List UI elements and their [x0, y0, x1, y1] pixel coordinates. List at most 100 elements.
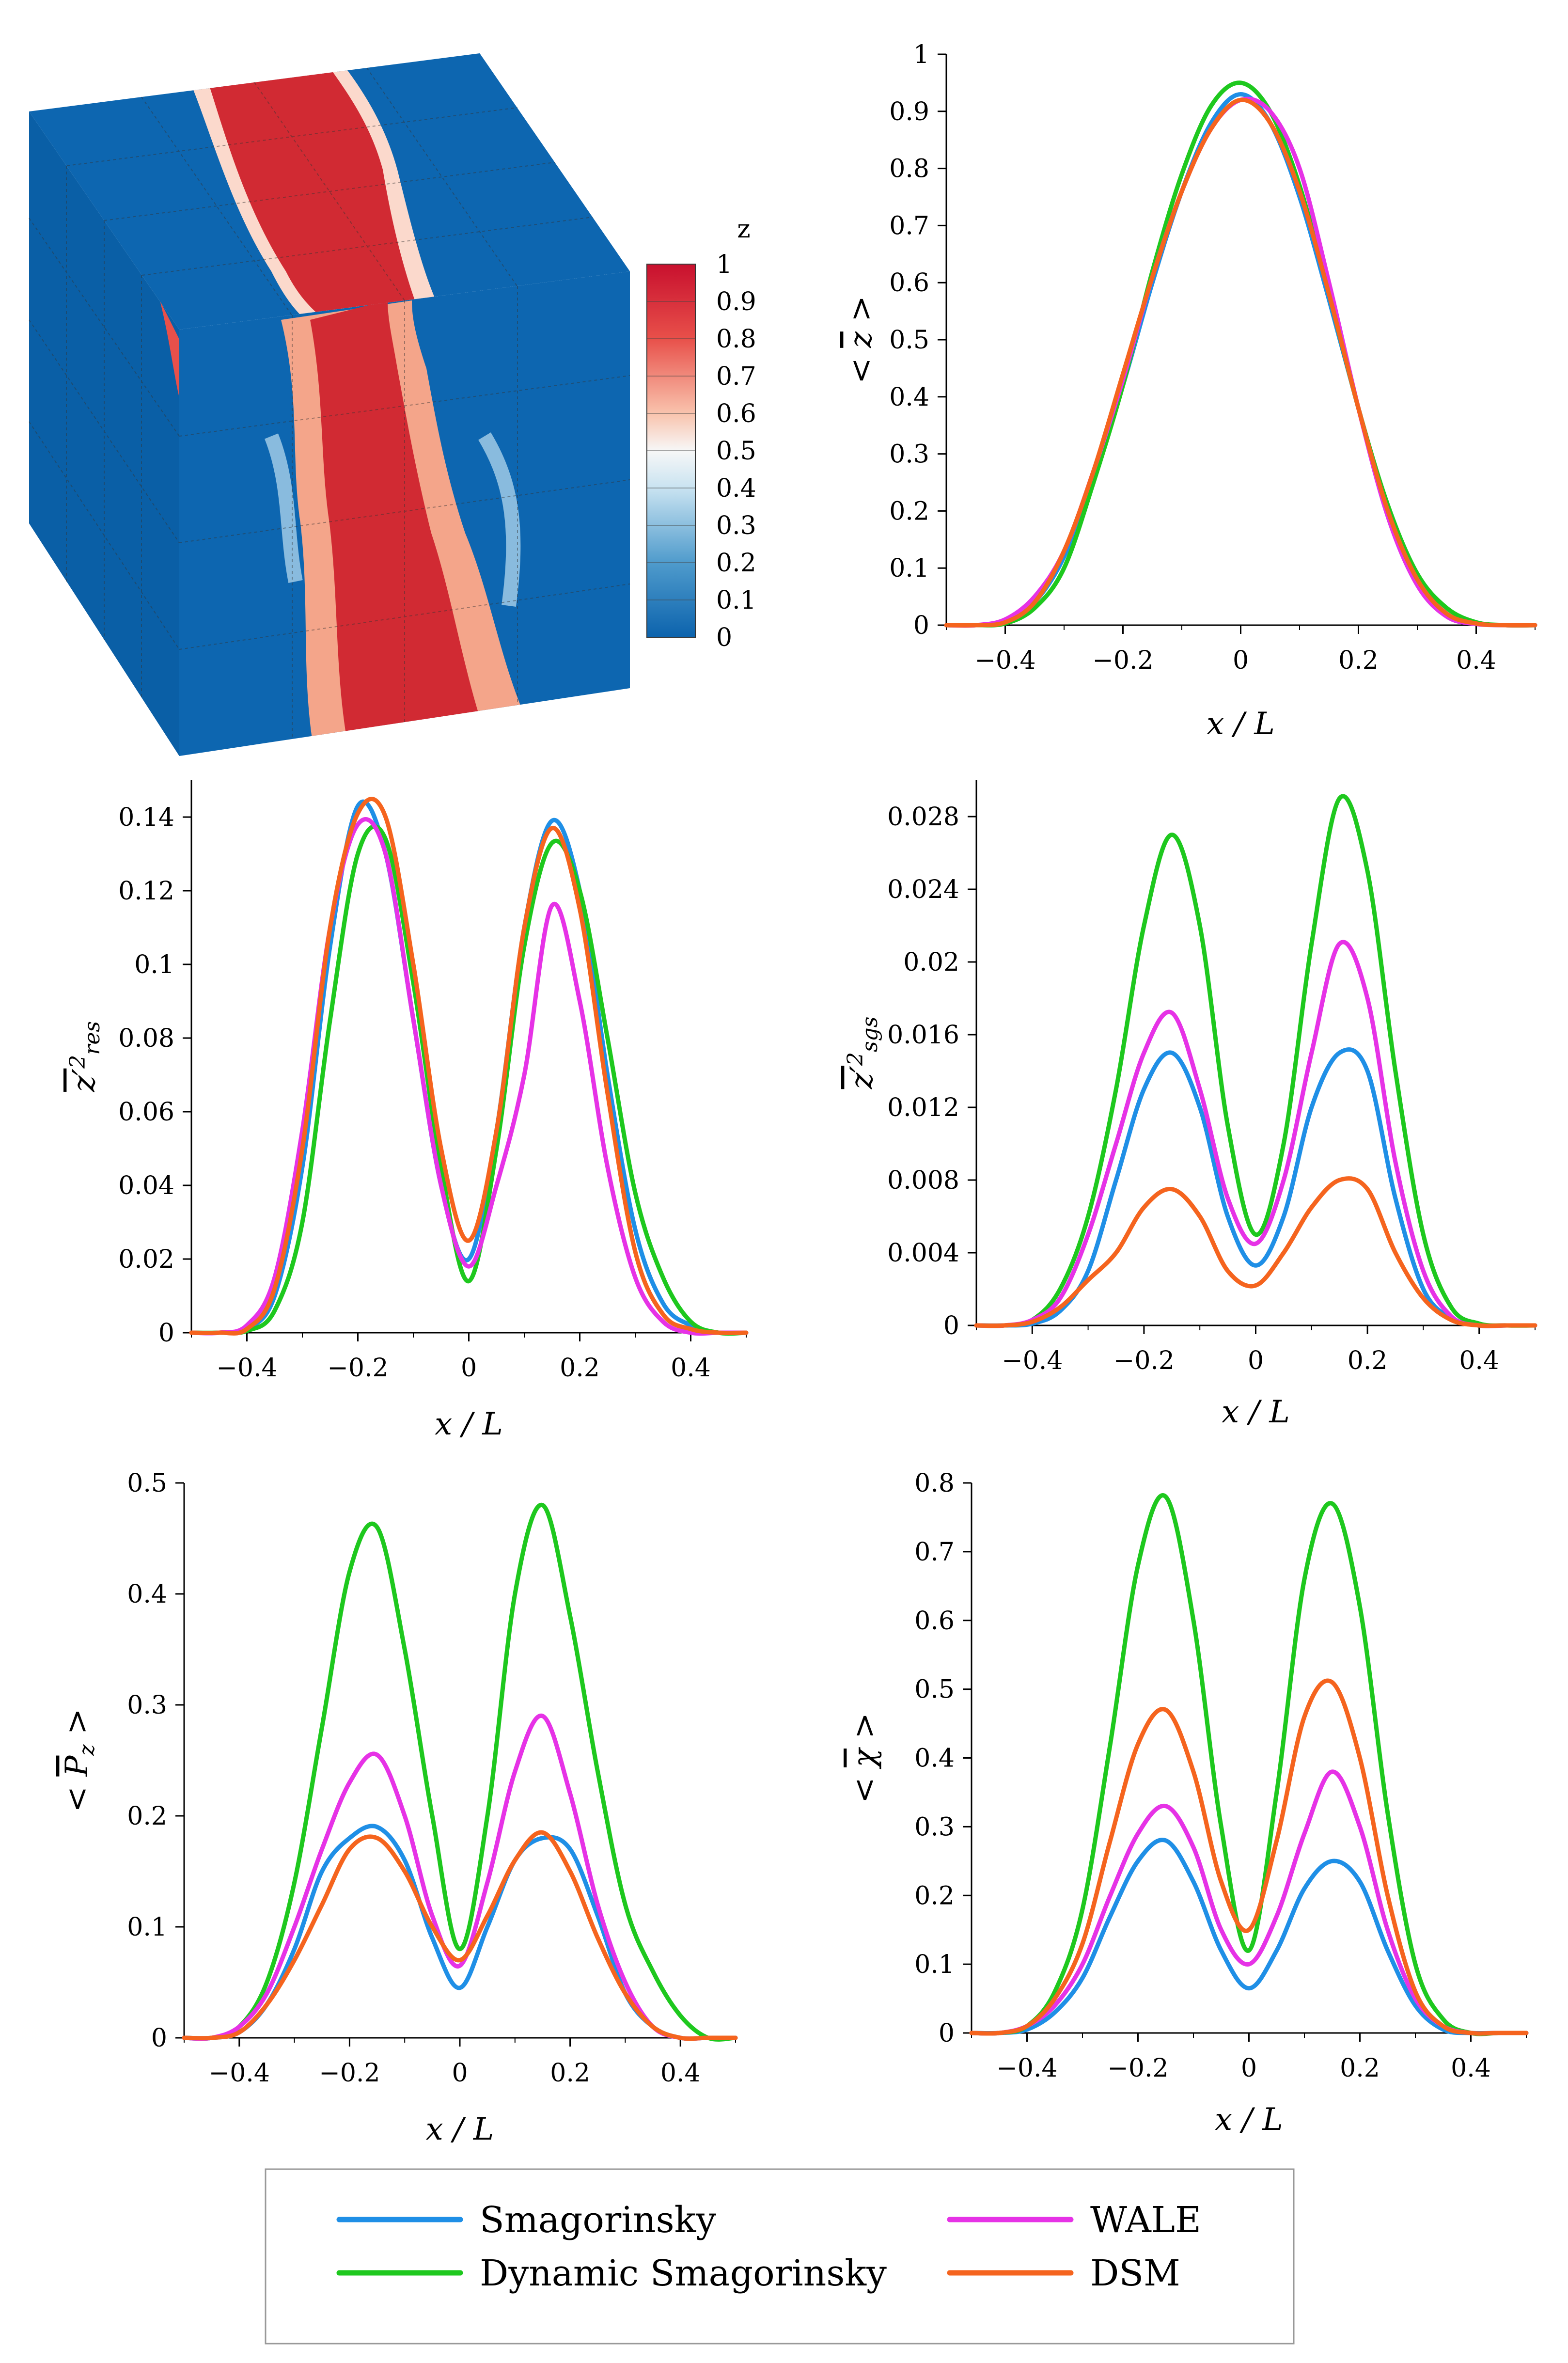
- x-axis-label: x / L: [1207, 706, 1275, 742]
- x-tick-label: 0: [452, 2059, 468, 2088]
- y-tick-label: 0.5: [914, 1675, 955, 1704]
- series-line-dsm: [969, 1678, 1529, 2036]
- x-tick-label: −0.4: [216, 1354, 277, 1383]
- y-axis-label: z′2res: [65, 1021, 105, 1092]
- cube-grid: [29, 67, 630, 739]
- x-tick-label: −0.4: [1002, 1346, 1063, 1375]
- colorbar-tick-label: 0: [716, 623, 732, 652]
- series-line-dsm: [189, 797, 749, 1336]
- y-tick-label: 0.3: [889, 440, 929, 469]
- colorbar-ticks: 1 0.9 0.8 0.7 0.6 0.5 0.4 0.3 0.2 0.1 0: [647, 250, 756, 652]
- legend-label-dynamic_smagorinsky: Dynamic Smagorinsky: [480, 2253, 887, 2294]
- y-tick-label: 0.004: [887, 1239, 959, 1268]
- y-tick-label: 0.6: [914, 1607, 955, 1636]
- series-line-dsm: [944, 97, 1537, 628]
- colorbar-tick-label: 0.9: [716, 287, 756, 316]
- y-tick-label: 0.4: [914, 1744, 955, 1773]
- colorbar-tick-label: 0.8: [716, 325, 756, 354]
- colorbar-tick-label: 0.2: [716, 549, 756, 578]
- y-tick-label: 0: [939, 2019, 955, 2048]
- x-tick-label: 0.2: [1348, 1346, 1388, 1375]
- series-line-wale: [944, 96, 1537, 628]
- cube-visualization: z 1 0.9 0.8 0.7 0.6 0.5 0.4 0.3 0.2 0.1 0: [29, 53, 756, 756]
- y-tick-label: 0.016: [887, 1021, 959, 1050]
- x-tick-label: −0.2: [327, 1354, 388, 1383]
- y-tick-label: 0.1: [914, 1950, 955, 1979]
- series-line-smagorinsky: [969, 1838, 1529, 2036]
- series-line-dynamic_smagorinsky: [182, 1502, 738, 2042]
- x-tick-label: −0.2: [1113, 1346, 1175, 1375]
- y-axis-label: < χ >: [847, 1713, 882, 1803]
- series-line-smagorinsky: [944, 92, 1537, 628]
- chart-mean_Pz: −0.4 −0.2 0 0.2 0.4 0 0.1 0.2 0.3 0.4 0.5 x / L < Pz…: [59, 1469, 738, 2147]
- y-tick-label: 0: [151, 2024, 167, 2053]
- legend-label-dsm: DSM: [1090, 2253, 1180, 2294]
- colorbar-tick-label: 1: [716, 250, 732, 279]
- x-tick-label: 0: [461, 1354, 477, 1383]
- x-tick-label: 0: [1233, 646, 1249, 675]
- series-line-dynamic_smagorinsky: [969, 1493, 1529, 2036]
- chart-z_var_sgs: −0.4 −0.2 0 0.2 0.4 0 0.004 0.008 0.012 0.016 0.02…: [843, 780, 1537, 1430]
- y-axis-label: z′2sgs: [843, 1017, 882, 1090]
- x-tick-label: 0.2: [560, 1354, 600, 1383]
- y-tick-label: 0.7: [889, 211, 929, 240]
- chart-mean_chi: −0.4 −0.2 0 0.2 0.4 0 0.1 0.2 0.3 0.4 0.5 0.6 0.7 0.8…: [847, 1469, 1529, 2138]
- colorbar-tick-label: 0.5: [716, 437, 756, 466]
- x-tick-label: −0.4: [209, 2059, 270, 2088]
- series-line-wale: [189, 817, 749, 1336]
- y-tick-label: 0.024: [887, 875, 959, 904]
- y-tick-label: 0.1: [127, 1913, 167, 1942]
- series-line-dsm: [182, 1830, 738, 2041]
- legend: Smagorinsky WALE Dynamic Smagorinsky DSM: [265, 2168, 1295, 2345]
- x-tick-label: 0.4: [1451, 2054, 1491, 2083]
- y-tick-label: 0.008: [887, 1166, 959, 1195]
- x-tick-label: −0.4: [996, 2054, 1057, 2083]
- colorbar-tick-label: 0.1: [716, 586, 756, 615]
- colorbar-tick-label: 0.7: [716, 362, 756, 391]
- series-line-wale: [974, 940, 1537, 1328]
- x-axis-label: x / L: [435, 1406, 503, 1442]
- x-tick-label: −0.4: [974, 646, 1035, 675]
- y-tick-label: 0.4: [127, 1580, 167, 1609]
- x-tick-label: −0.2: [1092, 646, 1153, 675]
- y-axis-label: < z >: [843, 296, 879, 384]
- y-tick-label: 0.1: [889, 554, 929, 583]
- y-tick-label: 0.5: [127, 1469, 167, 1498]
- colorbar-tick-label: 0.6: [716, 399, 756, 428]
- y-tick-label: 0.08: [118, 1024, 174, 1053]
- y-tick-label: 0: [913, 611, 929, 640]
- y-tick-label: 0.5: [889, 326, 929, 355]
- y-tick-label: 0.12: [118, 877, 174, 906]
- y-tick-label: 0.3: [914, 1812, 955, 1842]
- legend-box: [265, 2168, 1295, 2345]
- legend-label-wale: WALE: [1090, 2199, 1201, 2241]
- y-tick-label: 0.8: [889, 155, 929, 184]
- y-tick-label: 0.2: [889, 497, 929, 526]
- y-tick-label: 0.3: [127, 1691, 167, 1720]
- x-tick-label: 0.2: [1338, 646, 1379, 675]
- x-axis-label: x / L: [426, 2111, 494, 2147]
- y-tick-label: 0.8: [914, 1469, 955, 1498]
- x-axis-label: x / L: [1222, 1394, 1290, 1430]
- mixing-layer-band: [160, 53, 523, 756]
- series-line-dynamic_smagorinsky: [189, 824, 749, 1336]
- y-tick-label: 0.02: [118, 1245, 174, 1274]
- x-tick-label: 0.2: [550, 2059, 590, 2088]
- x-axis-label: x / L: [1215, 2102, 1283, 2138]
- chart-mean_z: −0.4 −0.2 0 0.2 0.4 0 0.1 0.2 0.3 0.4 0.5 0.6 0.7 0.8…: [843, 40, 1537, 742]
- y-tick-label: 1: [913, 40, 929, 69]
- y-tick-label: 0.2: [914, 1881, 955, 1910]
- x-tick-label: −0.2: [1107, 2054, 1168, 2083]
- y-tick-label: 0.2: [127, 1802, 167, 1831]
- y-tick-label: 0.02: [903, 948, 959, 977]
- x-tick-label: 0.4: [1459, 1346, 1499, 1375]
- y-tick-label: 0.4: [889, 383, 929, 412]
- y-tick-label: 0.06: [118, 1098, 174, 1127]
- chart-panels: −0.4 −0.2 0 0.2 0.4 0 0.1 0.2 0.3 0.4 0.5 0.6 0.7 0.8…: [59, 40, 1537, 2147]
- series-line-dynamic_smagorinsky: [944, 80, 1537, 628]
- y-tick-label: 0.012: [887, 1093, 959, 1122]
- series-line-smagorinsky: [974, 1047, 1537, 1328]
- cube-left-face: [29, 111, 179, 756]
- y-tick-label: 0: [158, 1319, 174, 1348]
